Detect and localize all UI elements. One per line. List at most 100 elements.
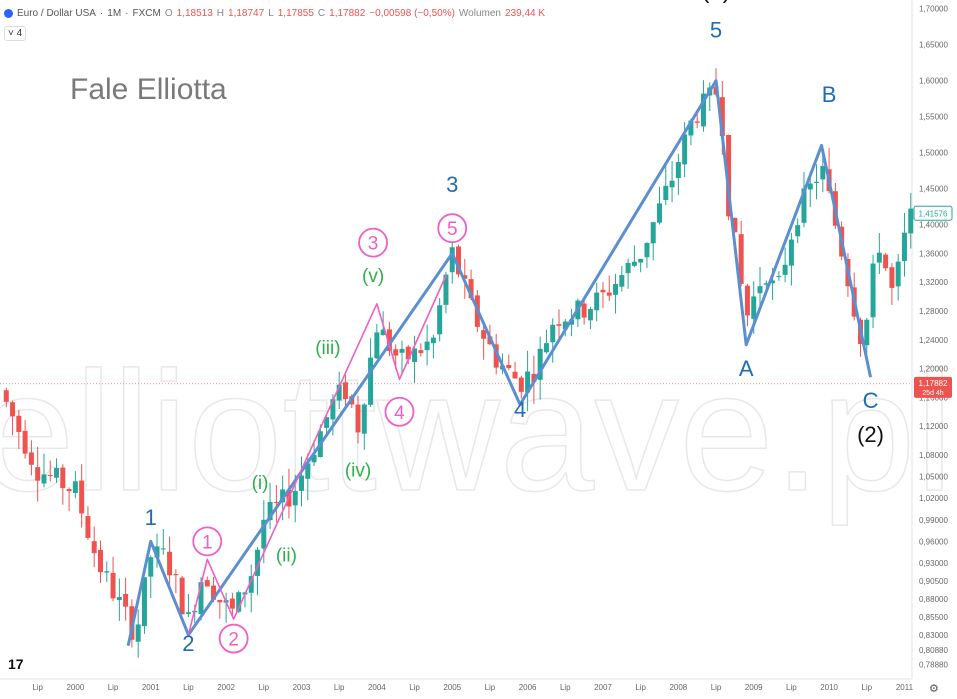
candle: [97, 549, 103, 573]
candle: [141, 577, 147, 627]
candle: [211, 585, 217, 600]
circled-wave-label: 3: [368, 234, 379, 255]
candle: [870, 263, 876, 318]
candle: [167, 551, 173, 576]
low-label: L: [268, 8, 274, 19]
candle: [437, 305, 443, 335]
symbol-header: Euro / Dollar USA · 1M · FXCM O 1,18513 H…: [4, 8, 545, 19]
y-tick-label: 0,80880: [919, 646, 948, 655]
candle: [782, 264, 788, 275]
candle: [292, 490, 298, 506]
x-tick-label: Lip: [861, 683, 872, 692]
wave-label: 2: [182, 631, 194, 656]
candle: [543, 343, 549, 353]
y-tick-label: 1,28000: [919, 307, 948, 316]
indicators-toggle[interactable]: ˅ 4: [4, 26, 27, 41]
candle: [638, 258, 644, 263]
candle: [688, 120, 694, 136]
candle: [47, 474, 53, 476]
candle: [732, 217, 738, 233]
candle: [148, 557, 154, 577]
y-tick-label: 0,93000: [919, 559, 948, 568]
y-tick-label: 0,99000: [919, 516, 948, 525]
candle: [657, 203, 663, 223]
candle: [493, 344, 499, 368]
candle: [814, 181, 820, 184]
candle: [468, 279, 474, 299]
candle: [908, 208, 914, 234]
y-tick-label: 1,45000: [919, 185, 948, 194]
y-tick-label: 1,55000: [919, 113, 948, 122]
candle: [280, 489, 286, 503]
candle: [512, 371, 518, 379]
candle: [16, 415, 22, 433]
candle: [424, 341, 430, 351]
y-tick-label: 1,70000: [919, 5, 948, 14]
wave-label: 5: [710, 17, 722, 42]
wave-label: 4: [514, 397, 526, 422]
wave-label: (iii): [315, 338, 340, 359]
candle: [399, 348, 405, 353]
candle: [776, 276, 782, 278]
tradingview-logo-icon[interactable]: 17: [8, 656, 24, 672]
candle: [807, 183, 813, 190]
candle: [606, 292, 612, 296]
candle: [456, 246, 462, 275]
candle: [386, 329, 392, 351]
x-tick-label: Lip: [485, 683, 496, 692]
candle: [430, 337, 436, 344]
circled-wave-marker: [192, 526, 223, 557]
y-tick-label: 1,60000: [919, 77, 948, 86]
symbol-name[interactable]: Euro / Dollar USA: [17, 8, 96, 19]
y-tick-label: 1,40000: [919, 221, 948, 230]
x-tick-label: Lip: [560, 683, 571, 692]
candle: [380, 329, 386, 336]
candle: [726, 134, 732, 217]
candle: [405, 346, 411, 360]
y-tick-label: 1,05000: [919, 473, 948, 482]
candle: [179, 577, 185, 615]
candle: [525, 371, 531, 393]
candle: [864, 319, 870, 346]
y-tick-label: 0,96000: [919, 537, 948, 546]
candle: [763, 283, 769, 285]
candle: [625, 262, 631, 274]
candle: [518, 377, 524, 392]
x-tick-label: 2007: [594, 683, 612, 692]
candle: [613, 283, 619, 295]
candle: [198, 582, 204, 614]
chart-title: Fale Elliotta: [70, 73, 227, 106]
candle: [418, 350, 424, 354]
gear-icon[interactable]: ⚙: [929, 683, 939, 695]
x-tick-label: 2005: [443, 683, 461, 692]
candle: [236, 592, 242, 612]
circled-wave-marker: [358, 227, 388, 258]
candle: [751, 296, 757, 319]
interval[interactable]: 1M: [107, 8, 122, 19]
candle: [738, 234, 744, 284]
candle: [160, 548, 166, 550]
wave-label: (v): [362, 266, 384, 287]
x-tick-label: Lip: [183, 683, 194, 692]
candle: [481, 330, 487, 339]
wave-label: (i): [252, 473, 269, 494]
y-tick-label: 0,83000: [919, 631, 948, 640]
circled-wave-marker: [218, 623, 249, 654]
wave-label: (2): [857, 422, 884, 447]
candle: [901, 232, 907, 262]
candle: [412, 348, 418, 363]
x-tick-label: Lip: [108, 683, 119, 692]
high-label: H: [216, 8, 225, 19]
candle: [374, 332, 380, 359]
x-tick-label: Lip: [635, 683, 646, 692]
candle: [619, 275, 625, 287]
circled-wave-label: 1: [202, 532, 213, 553]
candle: [72, 481, 78, 494]
y-tick-label: 1,32000: [919, 278, 948, 287]
y-tick-label: 0,78880: [919, 661, 948, 670]
open-value: 1,18513: [176, 8, 213, 19]
wave-label: 3: [446, 172, 458, 197]
wave-line-primary: [126, 79, 873, 647]
